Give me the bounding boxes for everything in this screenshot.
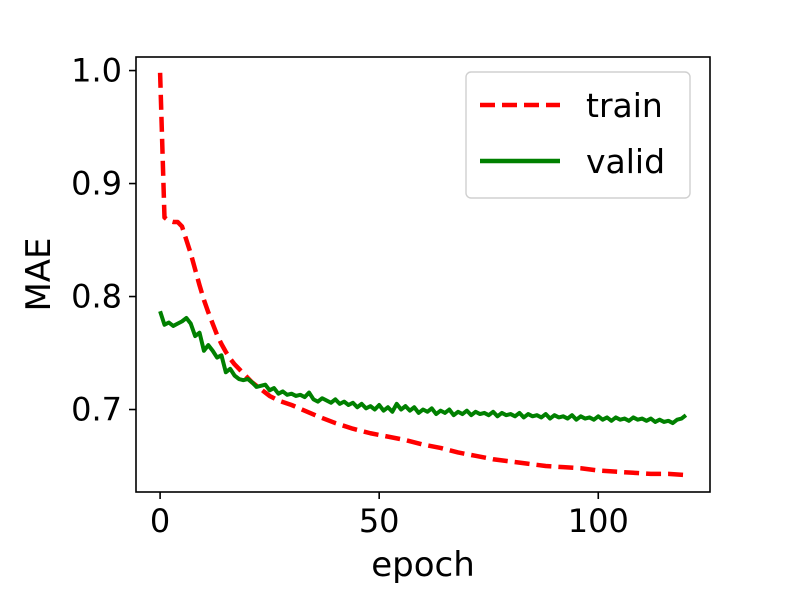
legend-label-train: train xyxy=(586,86,663,125)
x-axis-label: epoch xyxy=(371,545,475,585)
series-layer xyxy=(157,72,688,478)
y-tick-label: 0.9 xyxy=(71,165,122,203)
y-axis-label: MAE xyxy=(19,237,59,311)
legend: train valid xyxy=(465,71,691,199)
y-tick-label: 0.7 xyxy=(71,391,122,429)
x-axis-ticks: 0 50 100 xyxy=(150,492,629,540)
y-tick-label: 0.8 xyxy=(71,278,122,316)
x-tick-label: 0 xyxy=(150,502,170,540)
x-tick-label: 50 xyxy=(359,502,400,540)
series-line-train xyxy=(157,72,687,478)
x-tick-label: 100 xyxy=(568,502,629,540)
y-axis-ticks: 0.7 0.8 0.9 1.0 xyxy=(71,52,136,429)
series-line-valid xyxy=(158,310,688,426)
legend-label-valid: valid xyxy=(586,142,665,181)
legend-box xyxy=(465,71,691,199)
plot-frame xyxy=(135,56,711,493)
y-tick-label: 1.0 xyxy=(71,52,122,90)
